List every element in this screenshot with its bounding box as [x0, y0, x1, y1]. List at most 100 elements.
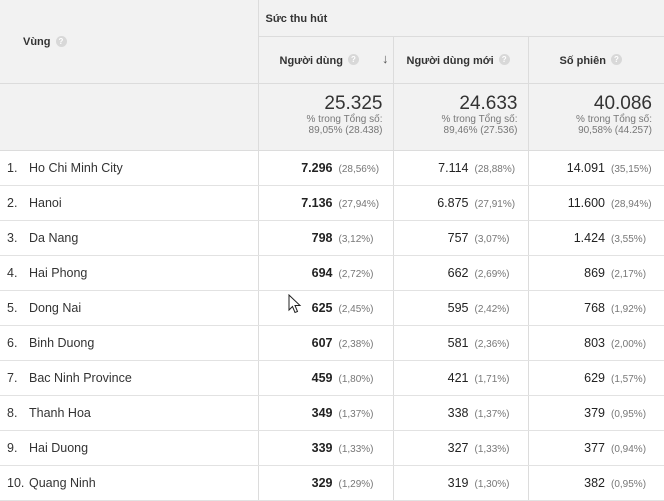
- users-percent: (27,94%): [338, 198, 380, 210]
- region-link[interactable]: Quang Ninh: [29, 475, 96, 490]
- mouse-cursor-icon: [288, 294, 302, 314]
- region-cell: 5. Dong Nai: [0, 290, 259, 326]
- region-link[interactable]: Thanh Hoa: [29, 405, 91, 420]
- users-cell: 349 (1,37%): [258, 395, 394, 431]
- new-users-percent: (2,42%): [474, 303, 510, 315]
- new-users-percent: (27,91%): [474, 198, 516, 210]
- region-link[interactable]: Dong Nai: [29, 300, 82, 315]
- users-percent: (2,45%): [338, 303, 374, 315]
- new-users-value: 757: [447, 230, 469, 245]
- sessions-percent: (0,95%): [611, 478, 647, 490]
- users-total-cell: 25.325 % trong Tổng số: 89,05% (28.438): [258, 83, 394, 151]
- help-icon[interactable]: ?: [610, 53, 622, 65]
- users-cell: 459 (1,80%): [258, 360, 394, 396]
- users-total-value: 25.325: [324, 92, 383, 114]
- region-link[interactable]: Hai Duong: [29, 440, 89, 455]
- users-cell: 7.136 (27,94%): [258, 185, 394, 221]
- new-users-value: 6.875: [437, 195, 469, 210]
- new-users-cell: 581 (2,36%): [393, 325, 529, 361]
- sessions-total-cell: 40.086 % trong Tổng số: 90,58% (44.257): [528, 83, 664, 151]
- region-cell: 1. Ho Chi Minh City: [0, 150, 259, 186]
- new-users-cell: 6.875 (27,91%): [393, 185, 529, 221]
- sessions-percent: (1,92%): [611, 303, 647, 315]
- sessions-cell: 11.600 (28,94%): [528, 185, 664, 221]
- users-value: 339: [311, 440, 333, 455]
- region-link[interactable]: Hanoi: [29, 195, 62, 210]
- sessions-percent: (28,94%): [611, 198, 652, 210]
- new-users-cell: 7.114 (28,88%): [393, 150, 529, 186]
- new-users-value: 7.114: [438, 160, 469, 175]
- sessions-value: 768: [584, 300, 606, 315]
- sessions-percent: (35,15%): [611, 163, 652, 175]
- sessions-value: 803: [584, 335, 606, 350]
- totals-row: 25.325 % trong Tổng số: 89,05% (28.438) …: [0, 83, 664, 151]
- acquisition-group-label: Sức thu hút: [265, 12, 328, 25]
- help-icon[interactable]: ?: [347, 53, 359, 65]
- new-users-value: 595: [447, 300, 469, 315]
- sessions-cell: 14.091 (35,15%): [528, 150, 664, 186]
- new-users-total-value: 24.633: [459, 92, 518, 114]
- users-value: 329: [311, 475, 333, 490]
- sessions-percent: (0,95%): [611, 408, 647, 420]
- users-percent: (1,29%): [338, 478, 374, 490]
- users-percent: (2,38%): [338, 338, 374, 350]
- help-icon[interactable]: ?: [498, 53, 510, 65]
- sessions-percent: (2,00%): [611, 338, 647, 350]
- region-cell: 2. Hanoi: [0, 185, 259, 221]
- new-users-header-label: Người dùng mới: [406, 54, 494, 67]
- sessions-value: 11.600: [567, 195, 606, 210]
- region-cell: 7. Bac Ninh Province: [0, 360, 259, 396]
- new-users-cell: 338 (1,37%): [393, 395, 529, 431]
- table-row: 5. Dong Nai 625 (2,45%) 595 (2,42%) 768 (1,92%): [0, 290, 664, 326]
- new-users-value: 338: [447, 405, 469, 420]
- users-percent: (1,37%): [338, 408, 374, 420]
- users-value: 694: [311, 265, 333, 280]
- region-cell: 6. Binh Duong: [0, 325, 259, 361]
- sessions-value: 629: [584, 370, 606, 385]
- new-users-column-header[interactable]: Người dùng mới?: [393, 36, 529, 84]
- row-index: 1.: [7, 160, 18, 175]
- sessions-cell: 382 (0,95%): [528, 465, 664, 501]
- sessions-percent: (0,94%): [611, 443, 647, 455]
- new-users-cell: 662 (2,69%): [393, 255, 529, 291]
- users-percent: (1,33%): [338, 443, 374, 455]
- new-users-percent: (1,33%): [474, 443, 510, 455]
- arrow-down-icon[interactable]: ↓: [382, 50, 389, 66]
- sessions-cell: 379 (0,95%): [528, 395, 664, 431]
- sessions-cell: 629 (1,57%): [528, 360, 664, 396]
- row-index: 9.: [7, 440, 18, 455]
- region-link[interactable]: Bac Ninh Province: [29, 370, 132, 385]
- sessions-percent: (3,55%): [611, 233, 647, 245]
- region-column-header[interactable]: Vùng?: [0, 0, 259, 84]
- row-index: 6.: [7, 335, 18, 350]
- table-row: 6. Binh Duong 607 (2,38%) 581 (2,36%) 803 (2,00…: [0, 325, 664, 361]
- row-index: 5.: [7, 300, 18, 315]
- region-link[interactable]: Binh Duong: [29, 335, 95, 350]
- help-icon[interactable]: ?: [55, 35, 67, 47]
- row-index: 4.: [7, 265, 18, 280]
- sessions-column-header[interactable]: Số phiên?: [528, 36, 664, 84]
- sessions-cell: 869 (2,17%): [528, 255, 664, 291]
- new-users-percent: (3,07%): [474, 233, 510, 245]
- new-users-percent: (28,88%): [474, 163, 516, 175]
- new-users-cell: 421 (1,71%): [393, 360, 529, 396]
- users-header-label: Người dùng: [279, 54, 343, 67]
- sessions-value: 1.424: [573, 230, 606, 245]
- sessions-value: 379: [584, 405, 606, 420]
- sessions-value: 14.091: [566, 160, 606, 175]
- sessions-value: 377: [584, 440, 606, 455]
- row-index: 2.: [7, 195, 18, 210]
- region-link[interactable]: Hai Phong: [29, 265, 88, 280]
- region-link[interactable]: Da Nang: [29, 230, 79, 245]
- users-value: 607: [311, 335, 333, 350]
- row-index: 10.: [7, 475, 25, 490]
- users-value: 7.296: [301, 160, 333, 175]
- new-users-value: 319: [447, 475, 469, 490]
- users-cell: 607 (2,38%): [258, 325, 394, 361]
- users-column-header[interactable]: Người dùng? ↓: [258, 36, 394, 84]
- table-row: 2. Hanoi 7.136 (27,94%) 6.875 (27,91%) 11.600 (…: [0, 185, 664, 221]
- sessions-value: 869: [584, 265, 606, 280]
- region-link[interactable]: Ho Chi Minh City: [29, 160, 123, 175]
- sessions-total-percent: 90,58% (44.257): [578, 124, 653, 136]
- users-percent: (2,72%): [338, 268, 374, 280]
